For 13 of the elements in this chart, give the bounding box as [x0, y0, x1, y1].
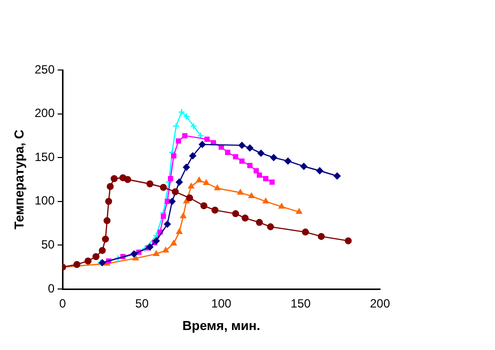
x-tick-label: 100: [211, 296, 232, 311]
y-tick-label: 100: [34, 194, 55, 208]
x-tick-label: 0: [59, 296, 66, 311]
y-axis-title: Температура, С: [11, 129, 26, 230]
x-axis-title: Время, мин.: [182, 318, 260, 333]
y-tick-label: 0: [48, 281, 55, 296]
y-tick-label: 250: [34, 62, 55, 76]
y-tick-label: 150: [34, 150, 55, 164]
x-tick-label: 50: [135, 296, 149, 311]
y-tick-label: 50: [41, 238, 55, 252]
x-tick-label: 200: [370, 296, 390, 311]
x-tick-label: 150: [290, 296, 311, 311]
y-tick-label: 200: [34, 106, 55, 120]
